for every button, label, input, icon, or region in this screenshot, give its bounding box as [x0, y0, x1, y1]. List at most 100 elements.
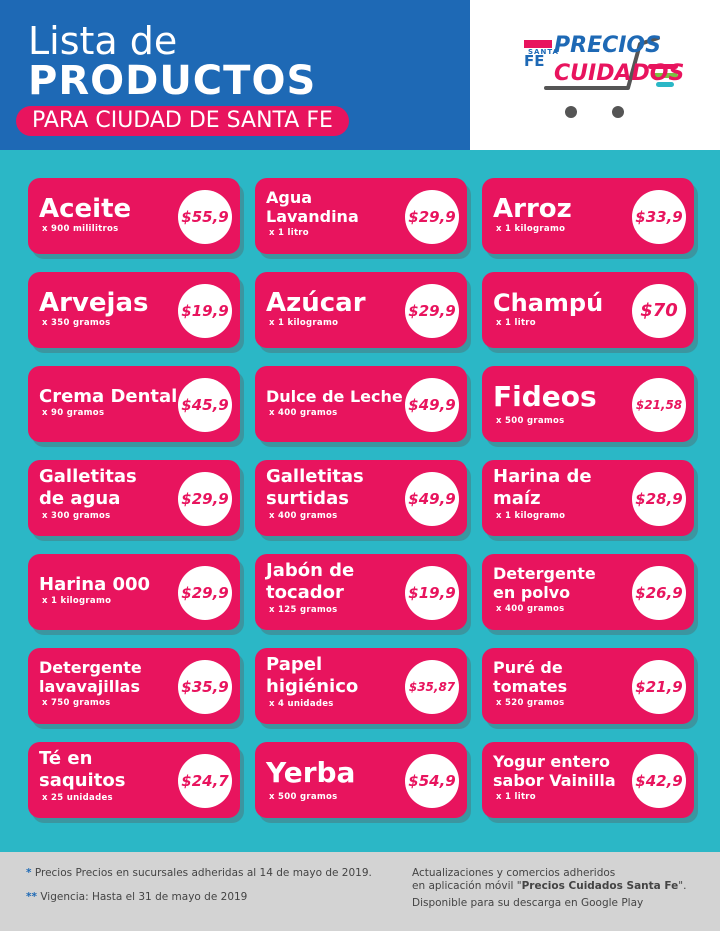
product-name: Yogur entero sabor Vainilla [493, 752, 616, 790]
price-circle: $29,9 [178, 566, 232, 620]
product-price: $35,9 [181, 678, 229, 696]
product-quantity: x 1 kilogramo [269, 318, 339, 328]
app-name: Precios Cuidados Santa Fe [521, 880, 679, 892]
double-asterisk-mark: ** [26, 891, 37, 903]
product-quantity: x 400 gramos [269, 408, 338, 418]
price-circle: $70 [632, 284, 686, 338]
price-circle: $28,9 [632, 472, 686, 526]
product-name: Harina 000 [39, 574, 151, 595]
footer: * Precios Precios en sucursales adherida… [0, 852, 720, 931]
product-price: $70 [640, 300, 678, 321]
product-quantity: x 1 kilogramo [496, 511, 566, 521]
product-name: Agua Lavandina [266, 188, 359, 226]
product-name: Puré de tomates [493, 658, 568, 696]
product-card: Harina 000 x 1 kilogramo $29,9 [28, 554, 240, 630]
logo-text-line2: CUIDADOS [554, 61, 685, 86]
product-card: Jabón de tocador x 125 gramos $19,9 [255, 554, 467, 630]
product-card: Azúcar x 1 kilogramo $29,9 [255, 272, 467, 348]
title-line2: PRODUCTOS [28, 58, 317, 104]
product-name: Té en saquitos [39, 748, 126, 791]
price-circle: $26,9 [632, 566, 686, 620]
product-price: $54,9 [408, 772, 456, 790]
product-quantity: x 25 unidades [42, 793, 113, 803]
product-name: Fideos [493, 380, 597, 413]
product-price: $28,9 [635, 490, 683, 508]
product-card: Yerba x 500 gramos $54,9 [255, 742, 467, 818]
product-card: Galletitas surtidas x 400 gramos $49,9 [255, 460, 467, 536]
product-quantity: x 1 litro [496, 318, 536, 328]
footer-app-line1: Actualizaciones y comercios adheridos [412, 867, 616, 879]
price-circle: $35,9 [178, 660, 232, 714]
product-price: $29,9 [408, 208, 456, 226]
product-name: Detergente lavavajillas [39, 658, 142, 696]
price-circle: $55,9 [178, 190, 232, 244]
price-circle: $21,9 [632, 660, 686, 714]
product-card: Arroz x 1 kilogramo $33,9 [482, 178, 694, 254]
product-quantity: x 500 gramos [496, 416, 565, 426]
product-card: Aceite x 900 mililitros $55,9 [28, 178, 240, 254]
product-price: $49,9 [408, 490, 456, 508]
subtitle-badge: PARA CIUDAD DE SANTA FE [16, 106, 349, 136]
price-circle: $54,9 [405, 754, 459, 808]
price-circle: $33,9 [632, 190, 686, 244]
product-quantity: x 90 gramos [42, 408, 105, 418]
product-card: Champú x 1 litro $70 [482, 272, 694, 348]
product-price: $24,7 [181, 772, 229, 790]
footer-app-line2: en aplicación móvil "Precios Cuidados Sa… [412, 880, 687, 892]
product-name: Azúcar [266, 288, 366, 318]
product-name: Aceite [39, 194, 132, 224]
price-circle: $42,9 [632, 754, 686, 808]
product-price: $29,9 [181, 490, 229, 508]
product-price: $29,9 [181, 584, 229, 602]
logo-text-line1: PRECIOS [554, 33, 661, 58]
asterisk-mark: * [26, 867, 32, 879]
product-grid: Aceite x 900 mililitros $55,9 Agua Lavan… [0, 150, 720, 852]
price-circle: $24,7 [178, 754, 232, 808]
product-card: Detergente en polvo x 400 gramos $26,9 [482, 554, 694, 630]
product-card: Fideos x 500 gramos $21,58 [482, 366, 694, 442]
product-quantity: x 900 mililitros [42, 224, 119, 234]
product-name: Harina de maíz [493, 466, 592, 509]
product-quantity: x 400 gramos [269, 511, 338, 521]
footer-note-prices-text: Precios Precios en sucursales adheridas … [34, 867, 372, 879]
title-line1: Lista de [28, 19, 178, 63]
product-card: Té en saquitos x 25 unidades $24,7 [28, 742, 240, 818]
header-title-panel: Lista de PRODUCTOS PARA CIUDAD DE SANTA … [0, 0, 470, 150]
product-name: Galletitas surtidas [266, 466, 364, 509]
product-quantity: x 350 gramos [42, 318, 111, 328]
product-name: Crema Dental [39, 386, 178, 407]
product-card: Papel higiénico x 4 unidades $35,87 [255, 648, 467, 724]
product-price: $45,9 [181, 396, 229, 414]
price-circle: $29,9 [405, 190, 459, 244]
product-card: Harina de maíz x 1 kilogramo $28,9 [482, 460, 694, 536]
price-circle: $45,9 [178, 378, 232, 432]
footer-note-validity: ** Vigencia: Hasta el 31 de mayo de 2019 [26, 890, 247, 904]
product-price: $19,9 [181, 302, 229, 320]
product-quantity: x 300 gramos [42, 511, 111, 521]
product-name: Galletitas de agua [39, 466, 137, 509]
product-quantity: x 400 gramos [496, 604, 565, 614]
price-circle: $49,9 [405, 472, 459, 526]
price-circle: $21,58 [632, 378, 686, 432]
product-price: $29,9 [408, 302, 456, 320]
price-circle: $35,87 [405, 660, 459, 714]
price-circle: $29,9 [178, 472, 232, 526]
product-name: Jabón de tocador [266, 560, 355, 603]
product-price: $33,9 [635, 208, 683, 226]
header-logo-panel [470, 0, 720, 150]
price-circle: $49,9 [405, 378, 459, 432]
product-name: Papel higiénico [266, 654, 359, 697]
shopping-cart-icon [544, 36, 678, 118]
product-card: Galletitas de agua x 300 gramos $29,9 [28, 460, 240, 536]
precios-cuidados-logo: SANTA FE PRECIOS CUIDADOS [516, 26, 706, 126]
product-card: Arvejas x 350 gramos $19,9 [28, 272, 240, 348]
product-card: Detergente lavavajillas x 750 gramos $35… [28, 648, 240, 724]
santa-fe-mark: SANTA FE [524, 40, 558, 69]
footer-note-prices: * Precios Precios en sucursales adherida… [26, 866, 372, 880]
product-name: Arvejas [39, 288, 149, 318]
product-name: Dulce de Leche [266, 387, 403, 406]
product-card: Yogur entero sabor Vainilla x 1 litro $4… [482, 742, 694, 818]
product-card: Dulce de Leche x 400 gramos $49,9 [255, 366, 467, 442]
product-price: $55,9 [181, 208, 229, 226]
product-price: $35,87 [408, 680, 456, 694]
